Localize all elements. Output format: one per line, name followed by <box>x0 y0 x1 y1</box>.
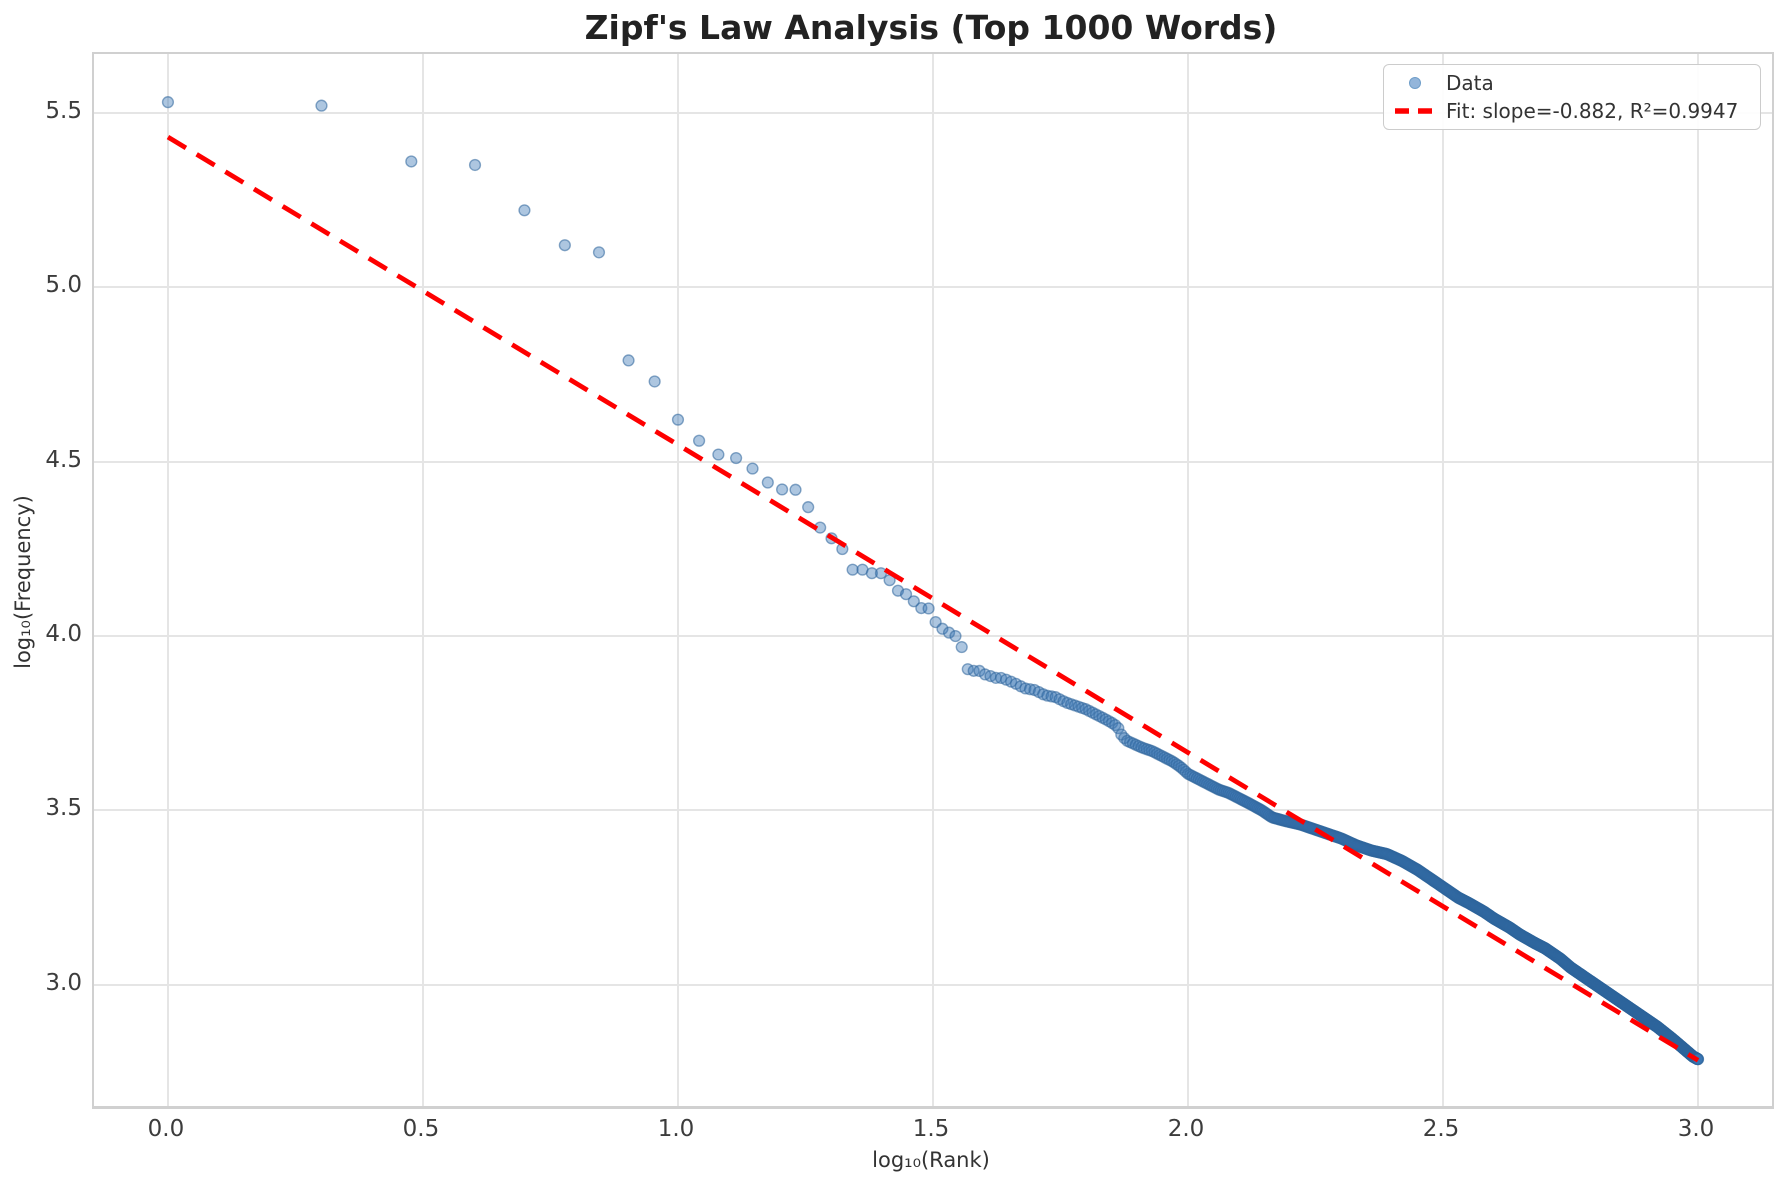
gridline-vertical <box>676 54 679 1106</box>
data-dot-icon <box>1409 77 1421 89</box>
data-point <box>712 448 725 461</box>
data-point <box>899 588 913 601</box>
legend-label-fit: Fit: slope=-0.882, R²=0.9947 <box>1446 99 1739 123</box>
x-axis-label: log₁₀(Rank) <box>872 1148 990 1172</box>
data-point <box>558 239 571 252</box>
data-point <box>922 602 935 615</box>
data-point <box>942 626 956 639</box>
x-tick-label: 1.5 <box>912 1116 950 1142</box>
data-point <box>1019 682 1032 695</box>
data-point <box>671 413 685 426</box>
data-point <box>315 99 328 112</box>
y-tick-label: 5.5 <box>45 97 82 124</box>
gridline-vertical <box>932 54 934 1106</box>
gridline-horizontal <box>94 983 1772 986</box>
data-point <box>949 629 962 643</box>
x-tick-label: 1.0 <box>657 1116 695 1142</box>
plot-area <box>92 52 1774 1109</box>
fit-line <box>166 134 1700 1063</box>
data-point <box>405 155 418 168</box>
data-point <box>775 483 789 496</box>
x-tick-label: 3.0 <box>1677 1116 1715 1142</box>
data-point <box>692 434 706 447</box>
scatter-marker-icon <box>1384 77 1446 89</box>
data-point <box>1112 722 1125 735</box>
legend-item-fit: Fit: slope=-0.882, R²=0.9947 <box>1384 97 1760 125</box>
data-point <box>865 567 879 580</box>
gridline-vertical <box>1187 54 1189 1106</box>
data-point <box>468 158 482 172</box>
data-point <box>746 462 759 475</box>
data-point <box>518 204 531 217</box>
gridline-horizontal <box>94 460 1772 463</box>
data-point <box>955 640 968 654</box>
gridline-horizontal <box>94 286 1772 289</box>
x-tick-label: 2.0 <box>1167 1116 1205 1142</box>
data-point <box>907 595 920 608</box>
data-point <box>622 354 635 367</box>
x-tick-label: 0.5 <box>402 1116 440 1142</box>
data-point <box>802 501 815 514</box>
y-tick-label: 5.0 <box>45 272 82 299</box>
y-tick-label: 3.5 <box>45 795 82 822</box>
data-point <box>761 476 774 489</box>
data-point <box>592 246 606 259</box>
gridline-vertical <box>421 54 424 1106</box>
gridline-vertical <box>1442 54 1445 1106</box>
y-tick-label: 4.0 <box>45 621 82 647</box>
gridline-vertical <box>166 54 169 1106</box>
gridline-horizontal <box>94 111 1772 114</box>
gridline-horizontal <box>94 635 1772 637</box>
data-point <box>789 483 802 496</box>
data-point <box>846 563 859 576</box>
legend: Data Fit: slope=-0.882, R²=0.9947 <box>1383 64 1761 130</box>
data-scatter-series <box>161 96 1705 1066</box>
y-axis-label: log₁₀(Frequency) <box>11 495 35 669</box>
data-point <box>729 451 743 465</box>
dashed-line-icon <box>1384 107 1446 115</box>
y-tick-label: 3.0 <box>45 969 82 996</box>
gridline-horizontal <box>94 809 1772 812</box>
x-tick-label: 0.0 <box>147 1116 185 1142</box>
x-tick-label: 2.5 <box>1422 1116 1460 1142</box>
chart-canvas <box>161 96 1705 1066</box>
chart-title: Zipf's Law Analysis (Top 1000 Words) <box>584 8 1278 47</box>
data-point <box>648 375 661 388</box>
y-tick-label: 4.5 <box>45 446 82 473</box>
data-point <box>161 96 175 109</box>
data-point <box>936 622 949 635</box>
legend-label-data: Data <box>1446 71 1494 95</box>
legend-item-data: Data <box>1384 69 1760 97</box>
gridline-vertical <box>1697 54 1700 1106</box>
fit-dash-icon <box>1395 108 1435 114</box>
data-point <box>1023 683 1037 696</box>
